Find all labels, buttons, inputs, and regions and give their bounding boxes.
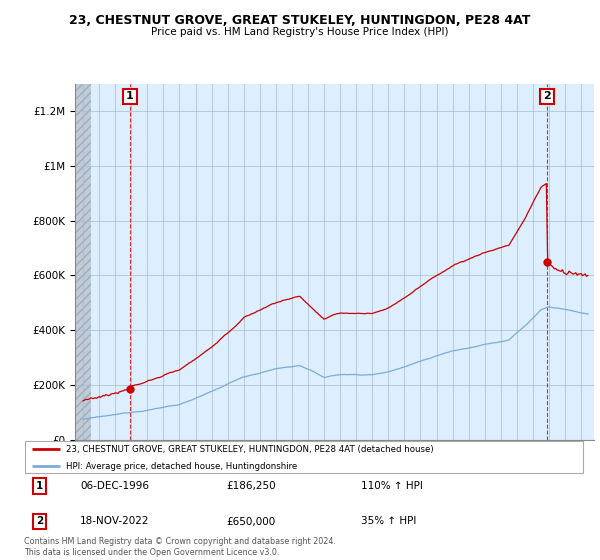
Text: 1: 1 (36, 481, 43, 491)
Text: £186,250: £186,250 (226, 481, 275, 491)
Text: 06-DEC-1996: 06-DEC-1996 (80, 481, 149, 491)
Text: £650,000: £650,000 (226, 516, 275, 526)
Text: 35% ↑ HPI: 35% ↑ HPI (361, 516, 416, 526)
Text: Contains HM Land Registry data © Crown copyright and database right 2024.
This d: Contains HM Land Registry data © Crown c… (24, 537, 336, 557)
Text: 23, CHESTNUT GROVE, GREAT STUKELEY, HUNTINGDON, PE28 4AT (detached house): 23, CHESTNUT GROVE, GREAT STUKELEY, HUNT… (66, 445, 434, 454)
FancyBboxPatch shape (25, 441, 583, 473)
Bar (75, 84, 91, 440)
Text: Price paid vs. HM Land Registry's House Price Index (HPI): Price paid vs. HM Land Registry's House … (151, 27, 449, 37)
Text: 18-NOV-2022: 18-NOV-2022 (80, 516, 149, 526)
Text: 1: 1 (126, 91, 134, 101)
Text: 110% ↑ HPI: 110% ↑ HPI (361, 481, 422, 491)
Text: 23, CHESTNUT GROVE, GREAT STUKELEY, HUNTINGDON, PE28 4AT: 23, CHESTNUT GROVE, GREAT STUKELEY, HUNT… (70, 14, 530, 27)
Text: 2: 2 (543, 91, 551, 101)
Text: 2: 2 (36, 516, 43, 526)
Text: HPI: Average price, detached house, Huntingdonshire: HPI: Average price, detached house, Hunt… (66, 461, 298, 470)
